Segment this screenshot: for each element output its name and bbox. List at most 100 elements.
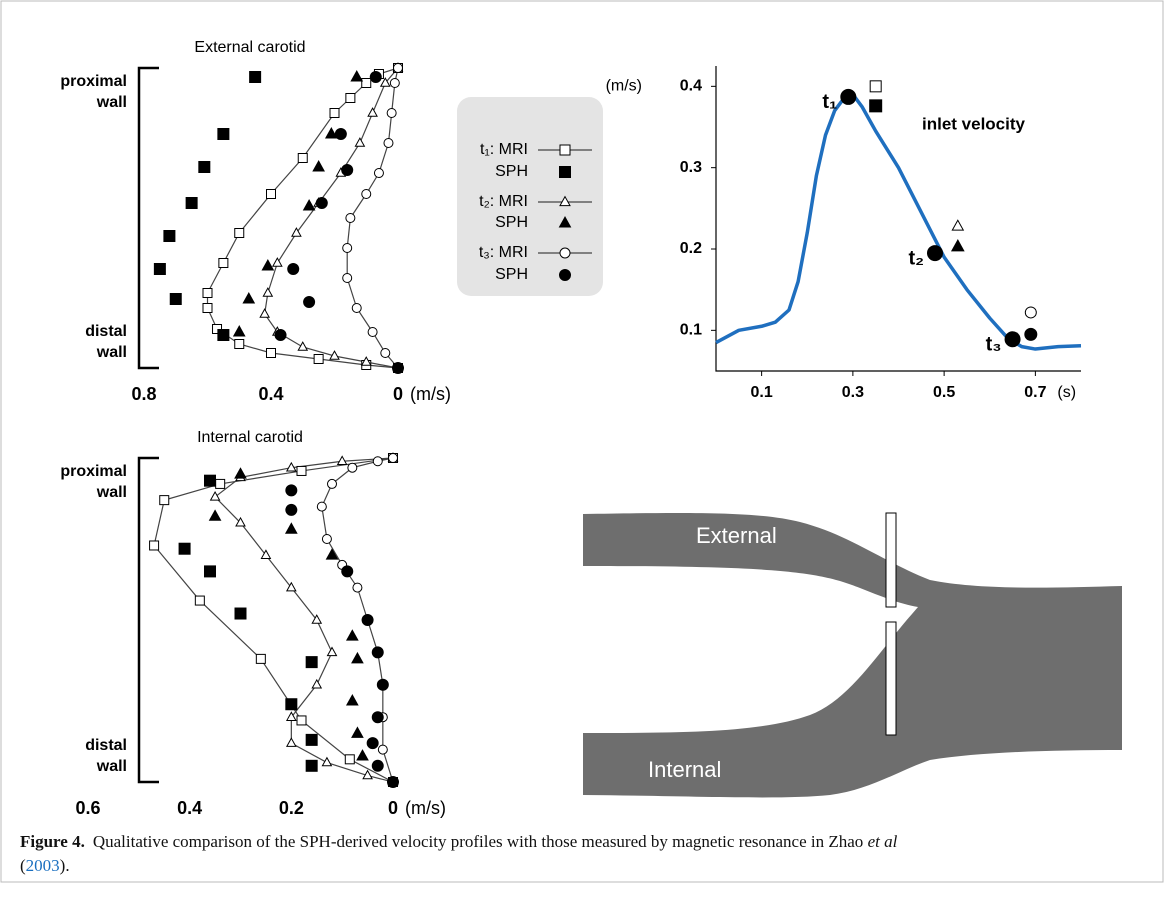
time-label: t₂ xyxy=(908,247,924,269)
mri-point xyxy=(216,479,225,488)
sph-point xyxy=(313,161,324,171)
caption-citation[interactable]: 2003 xyxy=(26,856,60,875)
mri-point xyxy=(263,288,272,296)
y-tick-label: 0.3 xyxy=(680,159,702,176)
mri-point xyxy=(353,583,362,592)
x-tick-label: 0 xyxy=(393,384,403,404)
legend-label: t₁: MRI xyxy=(480,141,528,158)
sph-point xyxy=(235,608,246,619)
y-tick-label: 0.2 xyxy=(680,240,702,257)
chart-title: Internal carotid xyxy=(197,429,303,446)
y-label: proximal xyxy=(60,73,127,90)
figure: External Internal External carotidproxim… xyxy=(0,0,1165,919)
sph-point xyxy=(243,293,254,303)
sph-point xyxy=(235,468,246,478)
sph-point xyxy=(372,647,383,658)
mri-point xyxy=(1025,307,1036,318)
sph-point xyxy=(342,566,353,577)
mri-point xyxy=(235,340,244,349)
legend-marker xyxy=(560,145,570,155)
sph-point xyxy=(347,630,358,640)
sph-point xyxy=(357,750,368,760)
mri-point xyxy=(260,309,269,317)
mri-point xyxy=(345,755,354,764)
y-axis-bracket xyxy=(139,458,159,782)
sph-point xyxy=(286,485,297,496)
y-label: wall xyxy=(96,484,127,501)
y-label: wall xyxy=(96,344,127,361)
x-unit: (m/s) xyxy=(405,798,446,818)
y-tick-label: 0.4 xyxy=(680,78,702,95)
sph-point xyxy=(164,231,175,242)
x-unit: (m/s) xyxy=(410,384,451,404)
legend-marker xyxy=(560,167,571,178)
mri-point xyxy=(394,64,403,73)
sph-point xyxy=(218,129,229,140)
sph-point xyxy=(205,475,216,486)
mri-point xyxy=(362,79,371,88)
mri-point xyxy=(203,289,212,298)
sph-point xyxy=(205,566,216,577)
section-slab xyxy=(886,622,896,735)
x-tick-label: 0.6 xyxy=(75,798,100,818)
mri-point xyxy=(338,456,347,464)
mri-point xyxy=(287,738,296,746)
legend-marker xyxy=(560,248,570,258)
sph-point xyxy=(210,510,221,520)
x-tick-label: 0.2 xyxy=(279,798,304,818)
sph-point xyxy=(306,657,317,668)
sph-point xyxy=(250,72,261,83)
y-label: distal xyxy=(85,737,127,754)
sph-point xyxy=(342,165,353,176)
mri-point xyxy=(273,258,282,266)
section-slab xyxy=(886,513,896,607)
x-tick-label: 0 xyxy=(388,798,398,818)
legend-marker xyxy=(560,270,571,281)
sph-point xyxy=(306,760,317,771)
sph-point xyxy=(179,543,190,554)
sph-point xyxy=(218,330,229,341)
sph-point xyxy=(347,695,358,705)
sph-point xyxy=(335,129,346,140)
sph-point xyxy=(286,699,297,710)
sph-point xyxy=(304,297,315,308)
legend-label: SPH xyxy=(495,163,528,180)
mri-point xyxy=(160,496,169,505)
legend-label: t₃: MRI xyxy=(479,244,528,261)
y-axis-bracket xyxy=(139,68,159,368)
legend-label: SPH xyxy=(495,214,528,231)
mri-point xyxy=(378,745,387,754)
mri-point xyxy=(267,190,276,199)
mri-point xyxy=(346,94,355,103)
x-tick-label: 0.4 xyxy=(258,384,283,404)
sph-point xyxy=(393,363,404,374)
mri-point xyxy=(298,342,307,350)
caption-label: Figure 4. xyxy=(20,832,85,851)
sph-point xyxy=(304,200,315,210)
sph-point xyxy=(372,760,383,771)
sph-point xyxy=(316,198,327,209)
sph-point xyxy=(262,260,273,270)
y-unit: (m/s) xyxy=(606,78,642,95)
bifurcation-diagram: External Internal xyxy=(583,513,1122,798)
caption-paren: ). xyxy=(60,856,70,875)
sph-point xyxy=(372,712,383,723)
mri-point xyxy=(389,454,398,463)
x-tick-label: 0.8 xyxy=(131,384,156,404)
mri-point xyxy=(374,169,383,178)
annotation: inlet velocity xyxy=(922,114,1026,133)
caption: Figure 4.Qualitative comparison of the S… xyxy=(20,830,1130,878)
mri-point xyxy=(211,492,220,500)
mri-point xyxy=(298,154,307,163)
branch-label: Internal xyxy=(648,757,721,782)
mri-point xyxy=(322,758,331,766)
sph-point xyxy=(370,72,381,83)
caption-italic: et al xyxy=(868,832,898,851)
sph-point xyxy=(367,738,378,749)
sph-point xyxy=(352,727,363,737)
x-unit: (s) xyxy=(1057,384,1076,401)
time-point xyxy=(1005,331,1021,347)
sph-point xyxy=(275,330,286,341)
mri-point xyxy=(150,541,159,550)
x-tick-label: 0.3 xyxy=(842,384,864,401)
